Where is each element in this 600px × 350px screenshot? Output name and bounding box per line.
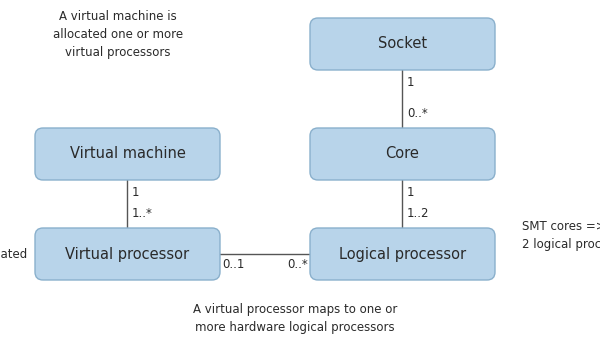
- FancyBboxPatch shape: [310, 228, 495, 280]
- Text: Virtual machine: Virtual machine: [70, 147, 185, 161]
- Text: 1..*: 1..*: [132, 207, 153, 220]
- Text: 1: 1: [407, 76, 415, 89]
- Text: 0..*: 0..*: [407, 107, 428, 120]
- Text: 0..1: 0..1: [222, 258, 244, 271]
- FancyBboxPatch shape: [35, 128, 220, 180]
- FancyBboxPatch shape: [35, 228, 220, 280]
- Text: A virtual machine is
allocated one or more
virtual processors: A virtual machine is allocated one or mo…: [53, 10, 183, 59]
- Text: Core: Core: [386, 147, 419, 161]
- FancyBboxPatch shape: [310, 18, 495, 70]
- Text: 1: 1: [132, 186, 139, 199]
- Text: Virtual processor: Virtual processor: [65, 246, 190, 261]
- Text: A virtual processor maps to one or
more hardware logical processors: A virtual processor maps to one or more …: [193, 303, 397, 334]
- Text: Logical processor: Logical processor: [339, 246, 466, 261]
- Text: 1..2: 1..2: [407, 207, 430, 220]
- Text: 0..*: 0..*: [287, 258, 308, 271]
- FancyBboxPatch shape: [310, 128, 495, 180]
- Text: SMT cores =>
2 logical processors: SMT cores => 2 logical processors: [522, 220, 600, 251]
- Text: Socket: Socket: [378, 36, 427, 51]
- Text: 1: 1: [407, 186, 415, 199]
- Text: allocated: allocated: [0, 248, 28, 261]
